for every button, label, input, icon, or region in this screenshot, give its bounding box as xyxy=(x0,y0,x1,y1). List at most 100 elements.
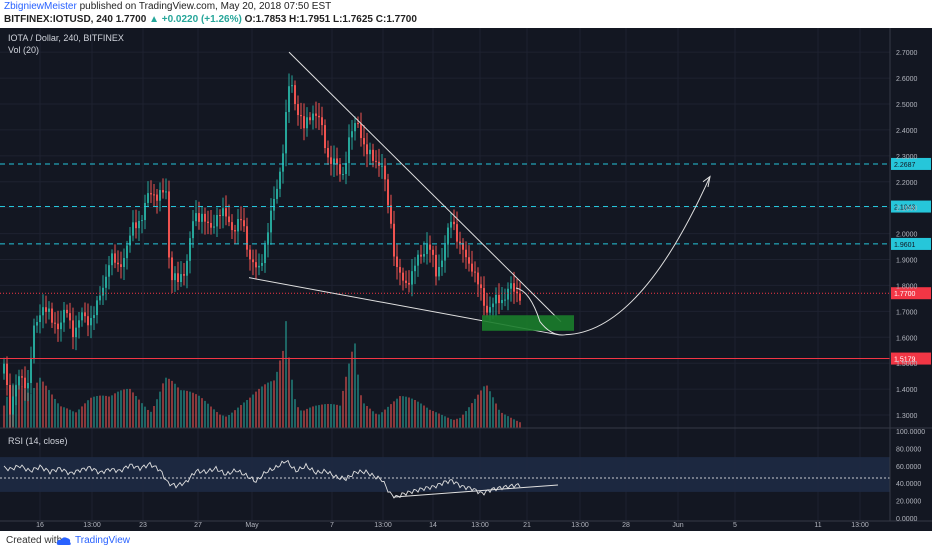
volume-bar xyxy=(69,409,71,428)
candle-body xyxy=(486,305,488,313)
x-tick-label: 23 xyxy=(139,522,147,529)
candle-body xyxy=(135,222,137,229)
candle-body xyxy=(246,226,248,250)
volume-bar xyxy=(459,417,461,428)
candle-body xyxy=(39,315,41,323)
volume-bar xyxy=(420,403,422,428)
candle-body xyxy=(276,188,278,199)
volume-bar xyxy=(414,400,416,428)
candle-body xyxy=(306,117,308,129)
candle-body xyxy=(162,190,164,193)
candle-body xyxy=(6,363,8,386)
volume-bar xyxy=(87,400,89,428)
volume-bar xyxy=(441,414,443,428)
candle-body xyxy=(393,223,395,257)
candle-body xyxy=(51,308,53,323)
volume-bar xyxy=(456,418,458,428)
x-tick-label: Jun xyxy=(672,522,683,529)
candle-body xyxy=(339,164,341,175)
volume-bar xyxy=(156,399,158,428)
volume-bar xyxy=(225,416,227,428)
volume-bar xyxy=(3,405,5,428)
volume-bar xyxy=(99,395,101,428)
volume-bar xyxy=(126,388,128,428)
volume-bar xyxy=(336,404,338,428)
candle-body xyxy=(354,123,356,132)
candle-body xyxy=(132,222,134,236)
candle-body xyxy=(255,262,257,268)
candle-body xyxy=(99,295,101,301)
price-chart[interactable]: 2.2687 2.1043 1.9601 1.7700 1.5179 2.7000 2.6… xyxy=(0,28,932,531)
rsi-tick-label: 40.0000 xyxy=(896,481,921,488)
author-link[interactable]: ZbigniewMeister xyxy=(4,1,77,12)
candle-body xyxy=(168,191,170,258)
volume-bar xyxy=(207,403,209,428)
volume-bar xyxy=(291,379,293,428)
candle-body xyxy=(477,272,479,285)
tradingview-brand[interactable]: TradingView xyxy=(56,531,130,550)
volume-bar xyxy=(312,406,314,428)
volume-bar xyxy=(294,399,296,428)
y-tick-label: 2.7000 xyxy=(896,50,918,57)
volume-bar xyxy=(21,386,23,428)
candle-body xyxy=(426,244,428,255)
candle-body xyxy=(279,171,281,189)
volume-bar xyxy=(384,409,386,428)
volume-bar xyxy=(90,397,92,428)
volume-bar xyxy=(246,399,248,428)
candle-body xyxy=(222,208,224,217)
volume-bar xyxy=(105,395,107,428)
candle-body xyxy=(333,158,335,164)
candle-body xyxy=(249,249,251,260)
volume-bar xyxy=(153,405,155,428)
chart-area[interactable]: 2.2687 2.1043 1.9601 1.7700 1.5179 2.7000 2.6… xyxy=(0,28,932,531)
volume-bar xyxy=(450,419,452,428)
candle-body xyxy=(117,262,119,265)
candle-body xyxy=(111,253,113,266)
candle-body xyxy=(405,280,407,283)
y-tick-label: 1.3000 xyxy=(896,413,918,420)
candle-body xyxy=(177,273,179,283)
volume-bar xyxy=(504,414,506,428)
volume-bar xyxy=(93,396,95,428)
candle-body xyxy=(90,318,92,326)
candle-body xyxy=(330,157,332,164)
candle-body xyxy=(318,115,320,118)
candle-body xyxy=(309,117,311,121)
volume-bar xyxy=(360,395,362,428)
candle-body xyxy=(147,193,149,203)
volume-bar xyxy=(462,414,464,428)
volume-bar xyxy=(276,371,278,428)
volume-bar xyxy=(270,381,272,428)
candle-body xyxy=(9,385,11,415)
volume-bar xyxy=(333,404,335,428)
volume-bar xyxy=(297,407,299,428)
ticker-line: BITFINEX:IOTUSD, 240 1.7700 ▲ +0.0220 (+… xyxy=(4,13,928,26)
candle-body xyxy=(93,315,95,319)
volume-bar xyxy=(195,394,197,428)
candle-body xyxy=(96,300,98,316)
candle-body xyxy=(267,232,269,245)
candle-body xyxy=(108,265,110,277)
candle-body xyxy=(60,322,62,330)
price-label-text: 1.5179 xyxy=(894,357,916,364)
volume-bar xyxy=(57,403,59,428)
volume-bar xyxy=(339,405,341,428)
candle-body xyxy=(483,288,485,306)
candle-body xyxy=(15,385,17,397)
y-tick-label: 1.7000 xyxy=(896,309,918,316)
candle-body xyxy=(399,267,401,273)
volume-bar xyxy=(324,404,326,428)
volume-bar xyxy=(306,408,308,428)
volume-bar xyxy=(114,393,116,428)
candle-body xyxy=(231,222,233,231)
volume-bar xyxy=(435,412,437,428)
volume-bar xyxy=(396,398,398,428)
candle-body xyxy=(342,173,344,175)
candle-body xyxy=(417,254,419,266)
ohlc-values: O:1.7853 H:1.7951 L:1.7625 C:1.7700 xyxy=(244,14,417,25)
volume-bar xyxy=(231,412,233,428)
volume-bar xyxy=(516,420,518,428)
volume-bar xyxy=(180,390,182,428)
candle-body xyxy=(234,230,236,232)
